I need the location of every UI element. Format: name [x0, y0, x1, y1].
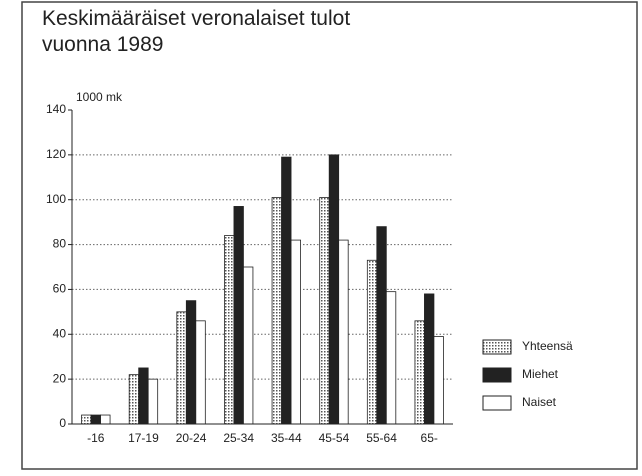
bar [385, 291, 397, 425]
y-tick-label: 60 [53, 282, 67, 296]
legend-swatch [482, 339, 512, 355]
bar [233, 206, 244, 425]
bar [185, 300, 197, 425]
y-tick-label: 140 [46, 102, 66, 116]
bar [100, 414, 111, 425]
x-tick-label: 35-44 [271, 431, 302, 445]
bar [424, 293, 435, 425]
x-tick-label: 65- [421, 431, 438, 445]
bar [224, 235, 235, 425]
y-tick-label: 80 [53, 237, 67, 251]
bar [376, 226, 387, 425]
y-tick-label: 0 [59, 416, 66, 430]
y-tick-label: 100 [46, 192, 66, 206]
y-tick-label: 40 [53, 326, 67, 340]
x-tick-label: 17-19 [128, 431, 159, 445]
bar [338, 239, 349, 425]
legend-label: Naiset [522, 395, 557, 409]
legend-label: Yhteensä [522, 339, 573, 353]
x-tick-label: 20-24 [176, 431, 207, 445]
legend-swatch [482, 395, 512, 411]
x-tick-label: 55-64 [366, 431, 397, 445]
x-tick-label: 25-34 [223, 431, 254, 445]
bar [433, 336, 444, 425]
x-tick-label: 45-54 [319, 431, 350, 445]
bar [366, 259, 378, 425]
bar [147, 378, 159, 425]
bar [195, 320, 206, 425]
y-tick-label: 120 [46, 147, 66, 161]
bar [176, 311, 187, 425]
legend-label: Miehet [522, 367, 559, 381]
frame [21, 1, 638, 470]
chart-title: Keskimääräiset veronalaiset tulot vuonna… [42, 7, 351, 56]
bar [271, 197, 282, 425]
bar [81, 414, 92, 425]
bar [138, 367, 149, 425]
bar [243, 266, 254, 425]
bar [414, 320, 425, 425]
bar [319, 197, 330, 425]
x-tick-label: -16 [87, 431, 105, 445]
y-tick-label: 20 [53, 371, 67, 385]
bar [281, 156, 292, 425]
bar [128, 374, 140, 425]
bar [328, 154, 340, 425]
bar [90, 414, 101, 425]
bar [290, 239, 301, 425]
legend-swatch [482, 367, 512, 383]
y-axis-label: 1000 mk [76, 90, 123, 104]
